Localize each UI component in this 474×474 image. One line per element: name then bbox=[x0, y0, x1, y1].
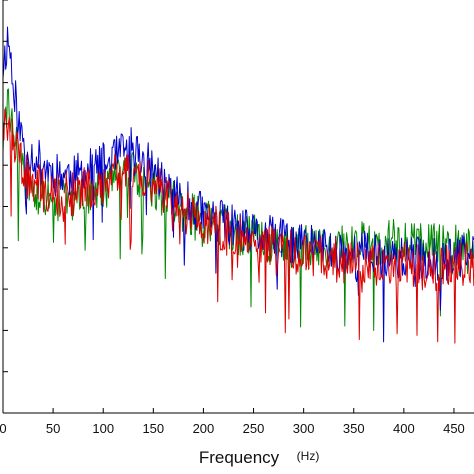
x-tick-label: 0 bbox=[0, 421, 7, 436]
x-tick-label: 300 bbox=[293, 421, 315, 436]
series-line bbox=[2, 26, 474, 343]
x-tick-label: 250 bbox=[243, 421, 265, 436]
series-line bbox=[2, 108, 474, 344]
x-tick-label: 350 bbox=[343, 421, 365, 436]
ticks-layer: 0 50 100 150 200 250 300 350 400 450 bbox=[0, 0, 465, 436]
x-tick-label: 450 bbox=[443, 421, 465, 436]
series-layer bbox=[2, 26, 474, 344]
x-tick-label: 200 bbox=[193, 421, 215, 436]
x-tick-label: 100 bbox=[92, 421, 114, 436]
x-tick-label: 50 bbox=[46, 421, 60, 436]
x-tick-label: 150 bbox=[142, 421, 164, 436]
x-axis-unit: (Hz) bbox=[297, 449, 320, 463]
x-tick-label: 400 bbox=[393, 421, 415, 436]
x-axis-title: Frequency bbox=[199, 448, 280, 467]
